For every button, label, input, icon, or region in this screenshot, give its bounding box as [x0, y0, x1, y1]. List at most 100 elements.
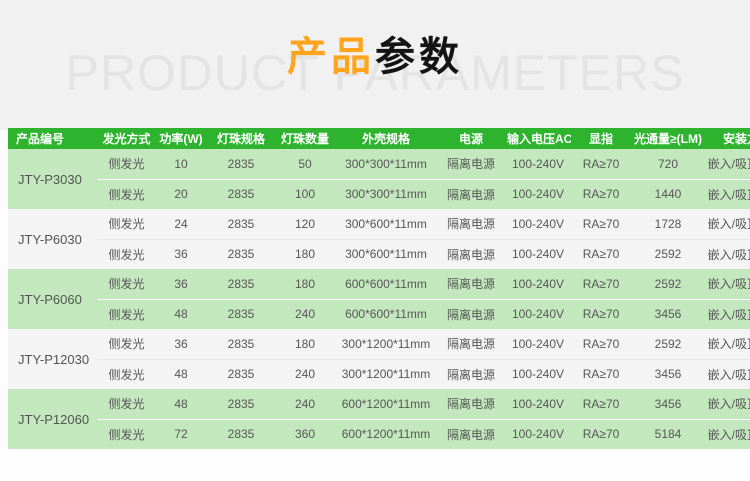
spec-cell: 300*300*11mm — [335, 149, 437, 180]
spec-cell: 侧发光 — [98, 209, 155, 240]
spec-cell: 72 — [155, 419, 207, 449]
spec-cell: 240 — [275, 299, 335, 329]
spec-cell: RA≥70 — [571, 329, 631, 360]
spec-cell: RA≥70 — [571, 149, 631, 180]
product-code-cell: JTY-P12030 — [8, 329, 98, 389]
spec-cell: 侧发光 — [98, 359, 155, 389]
spec-cell: 240 — [275, 389, 335, 420]
table-row: JTY-P6030 侧发光 24 2835 120 300*600*11mm 隔离电源 100… — [8, 209, 750, 269]
spec-cell: RA≥70 — [571, 209, 631, 240]
column-header-9: 光通量≥(LM) — [631, 128, 705, 149]
spec-cell: 隔离电源 — [437, 269, 505, 300]
spec-cell: 1728 — [631, 209, 705, 240]
spec-cell: 2835 — [207, 209, 275, 240]
spec-cell: 600*1200*11mm — [335, 389, 437, 420]
spec-cell: 2835 — [207, 149, 275, 180]
spec-cell: 隔离电源 — [437, 419, 505, 449]
spec-cell: 1440 — [631, 179, 705, 209]
spec-cell: 嵌入/吸顶/吊装 — [705, 239, 750, 269]
column-header-3: 灯珠规格 — [207, 128, 275, 149]
spec-cell: 600*600*11mm — [335, 299, 437, 329]
spec-cell: 3456 — [631, 389, 705, 420]
spec-cell: 隔离电源 — [437, 209, 505, 240]
table-row: JTY-P6060 侧发光 36 2835 180 600*600*11mm 隔离电源 100… — [8, 269, 750, 329]
spec-table: 产品编号 发光方式 功率(W) 灯珠规格 灯珠数量 外壳规格 电源 输入电压AC 显指 光通量≥(… — [8, 128, 750, 449]
spec-cell: 300*600*11mm — [335, 209, 437, 240]
spec-cell: 侧发光 — [98, 389, 155, 420]
table-row: JTY-P12030 侧发光 36 2835 180 300*1200*11mm 隔离电源 1… — [8, 329, 750, 389]
spec-cell: 隔离电源 — [437, 359, 505, 389]
spec-cell: 100-240V — [505, 359, 571, 389]
product-code-cell: JTY-P6060 — [8, 269, 98, 329]
spec-cell: 隔离电源 — [437, 299, 505, 329]
spec-cell: RA≥70 — [571, 299, 631, 329]
spec-cell: RA≥70 — [571, 389, 631, 420]
spec-cell: 300*1200*11mm — [335, 329, 437, 360]
spec-cell: 240 — [275, 359, 335, 389]
spec-cell: 3456 — [631, 359, 705, 389]
table-body: JTY-P3030 侧发光 10 2835 50 300*300*11mm 隔离电源 100-… — [8, 149, 750, 449]
spec-cell: 嵌入/吸顶/吊装 — [705, 209, 750, 240]
spec-cell: 2835 — [207, 389, 275, 420]
spec-cell: RA≥70 — [571, 179, 631, 209]
column-header-1: 发光方式 — [98, 128, 155, 149]
spec-cell: 600*600*11mm — [335, 269, 437, 300]
spec-cell: 600*1200*11mm — [335, 419, 437, 449]
column-header-7: 输入电压AC — [505, 128, 571, 149]
spec-cell: 嵌入/吸顶/吊装 — [705, 419, 750, 449]
spec-cell: 2835 — [207, 329, 275, 360]
spec-cell: 100-240V — [505, 179, 571, 209]
spec-cell: 2835 — [207, 419, 275, 449]
spec-cell: 100-240V — [505, 269, 571, 300]
spec-cell: 100-240V — [505, 149, 571, 180]
spec-cell: 180 — [275, 329, 335, 360]
page-title-highlight: 产品 — [287, 35, 375, 79]
watermark-text: PRODUCT PARAMETERS — [65, 45, 685, 101]
spec-cell: 嵌入/吸顶/吊装 — [705, 389, 750, 420]
spec-cell: 100 — [275, 179, 335, 209]
column-header-10: 安装方式 — [705, 128, 750, 149]
column-header-6: 电源 — [437, 128, 505, 149]
spec-cell: 3456 — [631, 299, 705, 329]
spec-cell: 嵌入/吸顶/吊装 — [705, 269, 750, 300]
spec-cell: 20 — [155, 179, 207, 209]
product-code-cell: JTY-P3030 — [8, 149, 98, 209]
spec-cell: 隔离电源 — [437, 179, 505, 209]
table-row: 侧发光 72 2835 360 600*1200*11mm 隔离电源 100-240V RA≥… — [8, 419, 750, 449]
spec-cell: 侧发光 — [98, 179, 155, 209]
page-title-rest: 参数 — [375, 35, 463, 79]
column-header-8: 显指 — [571, 128, 631, 149]
spec-cell: 300*300*11mm — [335, 179, 437, 209]
spec-cell: 36 — [155, 269, 207, 300]
table-row: 侧发光 48 2835 240 300*1200*11mm 隔离电源 100-240V RA≥… — [8, 359, 750, 389]
column-header-0: 产品编号 — [8, 128, 98, 149]
product-code-cell: JTY-P12060 — [8, 389, 98, 449]
spec-cell: 侧发光 — [98, 149, 155, 180]
spec-cell: 300*1200*11mm — [335, 359, 437, 389]
spec-cell: 100-240V — [505, 389, 571, 420]
spec-cell: 360 — [275, 419, 335, 449]
column-header-2: 功率(W) — [155, 128, 207, 149]
spec-cell: 2835 — [207, 239, 275, 269]
spec-cell: 48 — [155, 389, 207, 420]
page-title: 产品参数 — [0, 24, 750, 82]
spec-cell: 隔离电源 — [437, 329, 505, 360]
spec-cell: 2592 — [631, 269, 705, 300]
table-row: 侧发光 48 2835 240 600*600*11mm 隔离电源 100-240V RA≥7… — [8, 299, 750, 329]
spec-table-container: 产品编号 发光方式 功率(W) 灯珠规格 灯珠数量 外壳规格 电源 输入电压AC 显指 光通量≥(… — [8, 128, 750, 449]
spec-cell: 100-240V — [505, 299, 571, 329]
spec-cell: 2835 — [207, 269, 275, 300]
spec-cell: 隔离电源 — [437, 239, 505, 269]
spec-cell: 36 — [155, 239, 207, 269]
spec-cell: 100-240V — [505, 329, 571, 360]
spec-cell: 侧发光 — [98, 419, 155, 449]
spec-cell: 嵌入/吸顶/吊装 — [705, 149, 750, 180]
spec-cell: 720 — [631, 149, 705, 180]
spec-cell: 300*600*11mm — [335, 239, 437, 269]
table-row: JTY-P12060 侧发光 48 2835 240 600*1200*11mm 隔离电源 1… — [8, 389, 750, 449]
spec-cell: 侧发光 — [98, 299, 155, 329]
table-row: JTY-P3030 侧发光 10 2835 50 300*300*11mm 隔离电源 100-… — [8, 149, 750, 209]
spec-cell: 5184 — [631, 419, 705, 449]
spec-cell: 嵌入/吸顶/吊装 — [705, 329, 750, 360]
